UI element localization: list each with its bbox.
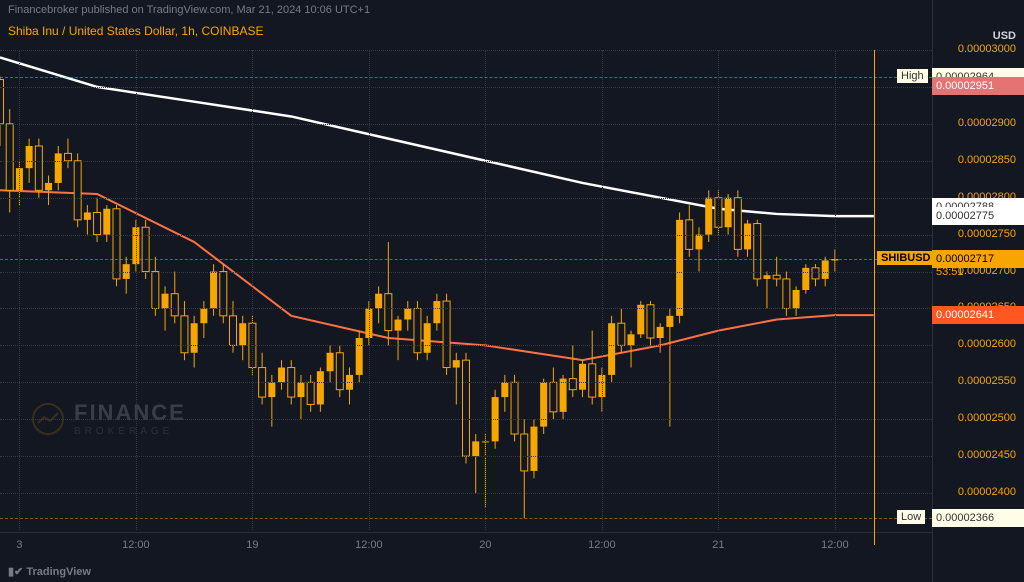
gridline-h xyxy=(0,382,932,383)
x-tick: 19 xyxy=(246,539,258,551)
price-label-countdown: 53:51 xyxy=(932,263,1024,281)
gridline-v xyxy=(718,50,719,530)
y-tick: 0.00002850 xyxy=(958,154,1016,166)
low-tag: Low xyxy=(897,510,925,524)
gridline-v xyxy=(602,50,603,530)
x-axis: 3 12:00 19 12:00 20 12:00 21 12:00 xyxy=(0,532,932,560)
x-tick: 3 xyxy=(16,539,22,551)
gridline-v xyxy=(136,50,137,530)
currency-header: USD xyxy=(993,30,1016,42)
y-tick: 0.00002500 xyxy=(958,412,1016,424)
gridline-v xyxy=(252,50,253,530)
y-tick: 0.00002550 xyxy=(958,375,1016,387)
gridline-h xyxy=(0,308,932,309)
x-tick: 12:00 xyxy=(122,539,150,551)
y-tick: 0.00002600 xyxy=(958,338,1016,350)
price-label-low: 0.00002366 xyxy=(932,509,1024,527)
gridline-v xyxy=(19,50,20,530)
gridline-v xyxy=(485,50,486,530)
y-tick: 0.00003000 xyxy=(958,43,1016,55)
gridline-h xyxy=(0,493,932,494)
chart-area[interactable] xyxy=(0,50,932,530)
y-tick: 0.00002750 xyxy=(958,228,1016,240)
price-label-orange: 0.00002641 xyxy=(932,306,1024,324)
y-tick: 0.00002900 xyxy=(958,117,1016,129)
y-tick: 0.00002450 xyxy=(958,449,1016,461)
gridline-h xyxy=(0,272,932,273)
y-tick: 0.00002400 xyxy=(958,486,1016,498)
dashed-price-line xyxy=(0,77,932,78)
gridline-h xyxy=(0,419,932,420)
x-tick: 20 xyxy=(479,539,491,551)
gridline-h xyxy=(0,161,932,162)
chart-svg xyxy=(0,50,932,530)
x-tick: 21 xyxy=(712,539,724,551)
x-tick: 12:00 xyxy=(821,539,849,551)
price-label-macolor: 0.00002951 xyxy=(932,77,1024,95)
gridline-h xyxy=(0,235,932,236)
watermark-line1: FINANCE xyxy=(74,400,186,426)
dashed-price-line xyxy=(0,259,932,260)
gridline-h xyxy=(0,456,932,457)
chart-container: Financebroker published on TradingView.c… xyxy=(0,0,1024,582)
symbol-info: Shiba Inu / United States Dollar, 1h, CO… xyxy=(8,24,263,38)
publish-header: Financebroker published on TradingView.c… xyxy=(8,4,370,16)
symbol-badge: SHIBUSD xyxy=(877,251,935,265)
gridline-h xyxy=(0,87,932,88)
y-axis: USD 0.000030000.000029500.000029000.0000… xyxy=(932,0,1024,582)
gridline-h xyxy=(0,345,932,346)
footer: ▮✔ TradingView xyxy=(8,565,91,578)
cursor-line xyxy=(874,50,875,545)
high-tag: High xyxy=(897,69,928,83)
x-tick: 12:00 xyxy=(588,539,616,551)
gridline-h xyxy=(0,124,932,125)
watermark-line2: BROKERAGE xyxy=(74,426,186,437)
dashed-price-line xyxy=(0,518,932,519)
gridline-v xyxy=(369,50,370,530)
x-tick: 12:00 xyxy=(355,539,383,551)
gridline-h xyxy=(0,198,932,199)
gridline-v xyxy=(835,50,836,530)
gridline-h xyxy=(0,50,932,51)
price-label-white2: 0.00002775 xyxy=(932,207,1024,225)
